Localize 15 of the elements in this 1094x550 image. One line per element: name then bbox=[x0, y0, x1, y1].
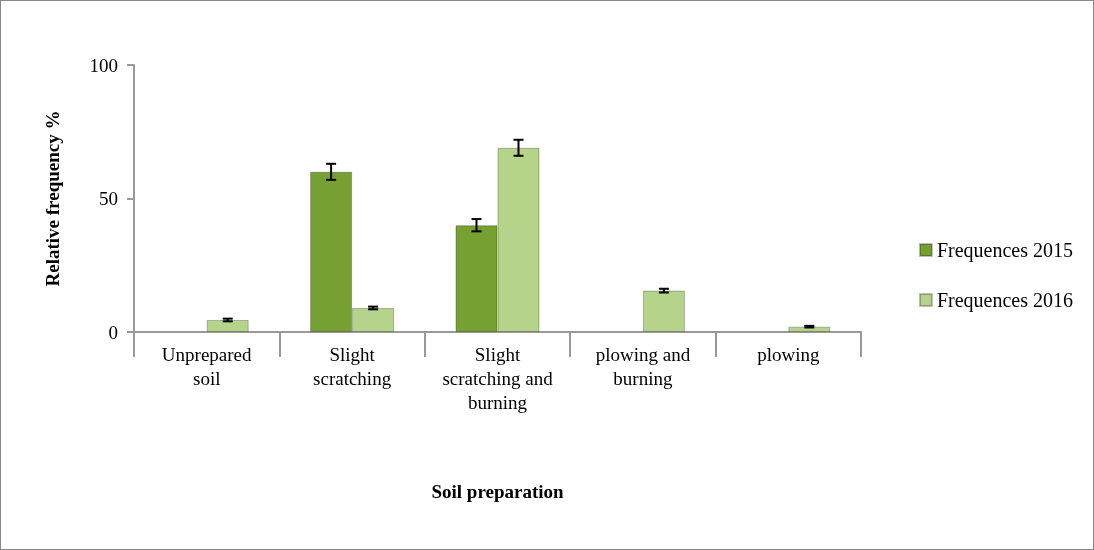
y-tick-label: 0 bbox=[108, 321, 118, 343]
x-tick-label: plowing and burning bbox=[595, 343, 691, 389]
x-tick-label: Unprepared soil bbox=[161, 343, 253, 389]
legend-label: Frequences 2016 bbox=[936, 289, 1073, 312]
legend-label: Frequences 2015 bbox=[936, 239, 1073, 262]
y-tick-label: 50 bbox=[99, 188, 118, 209]
x-axis-title: Soil preparation bbox=[431, 481, 564, 502]
x-tick-label: plowing bbox=[757, 343, 820, 365]
bar bbox=[788, 326, 831, 332]
bar bbox=[642, 290, 685, 332]
y-axis-title: Relative frequency % bbox=[42, 110, 63, 287]
y-tick-label: 100 bbox=[89, 54, 118, 76]
x-tick-label: Slight scratching bbox=[313, 343, 392, 389]
x-tick-label: Slight scratching and burning bbox=[442, 343, 554, 413]
bar bbox=[206, 319, 249, 332]
